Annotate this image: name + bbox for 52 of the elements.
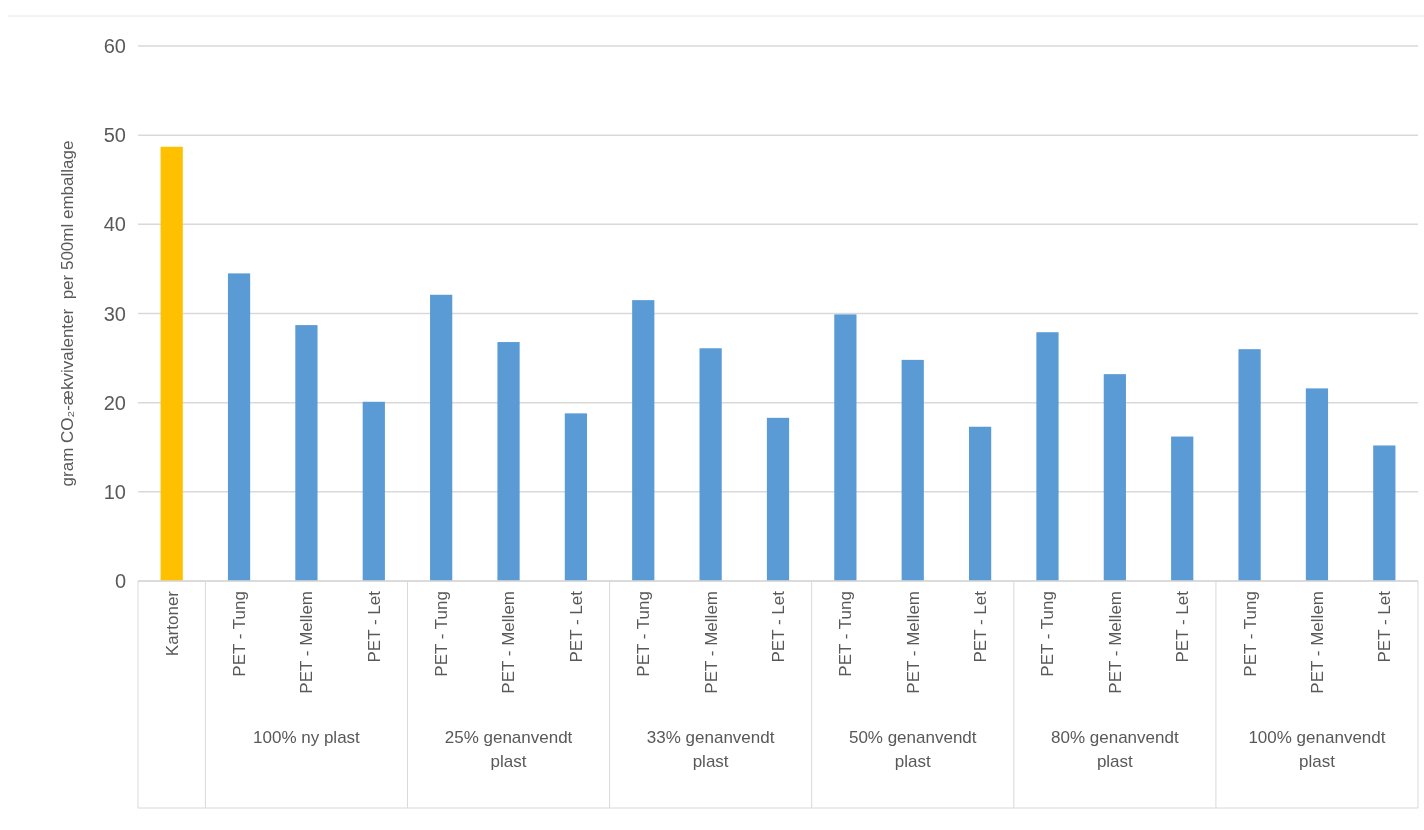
x-tick-label: PET - Let [1173,590,1193,663]
text: 25% genanvendt plast [444,728,573,771]
x-tick-label: PET - Let [364,590,384,663]
bar [1305,388,1329,581]
bar [497,342,520,581]
x-tick-label: PET - Tung [1038,591,1058,677]
x-tick-label: PET - Mellem [1307,591,1327,694]
x-tick-label: PET - Mellem [701,591,721,694]
y-tick-label: 10 [103,480,126,503]
x-tick-label: PET - Mellem [499,591,519,694]
x-tick-label: PET - Tung [230,591,249,677]
bar [1036,332,1059,581]
bar [766,417,790,581]
x-tick-label: PET - Mellem [1105,591,1125,694]
bar [227,273,251,581]
bar [1103,374,1126,581]
bar [1171,436,1194,581]
bar [968,426,992,581]
x-tick-label: PET - Let [768,590,788,663]
y-tick-label: 50 [103,124,126,147]
y-tick-label: 40 [103,213,126,236]
y-tick-label: 0 [114,570,126,592]
x-tick-label: PET - Let [566,590,586,663]
bar [295,325,318,581]
bar [564,413,588,581]
x-tick-label: PET - Let [1375,590,1395,663]
y-tick-label: 20 [103,391,126,414]
text: 100% ny plast [253,728,361,747]
y-axis-title: gram CO₂-ækvivalenter per 500ml emballage [58,140,77,487]
bar [1373,445,1396,581]
x-tick-label: PET - Tung [634,591,654,677]
bar [834,314,857,581]
x-tick-label: PET - Tung [836,591,856,677]
bar [632,300,655,581]
x-tick-label: PET - Tung [1240,591,1260,677]
bar [1238,349,1261,581]
text: 100% genanvendt plast [1248,728,1386,771]
text: 33% genanvendt plast [646,728,775,771]
x-tick-label: PET - Tung [432,591,452,677]
bar [362,401,385,581]
y-tick-label: 30 [103,302,126,325]
text: 50% genanvendt plast [848,728,977,771]
bar [901,359,924,581]
bar [430,294,453,581]
x-tick-label: PET - Mellem [903,591,923,694]
x-tick-label: PET - Let [971,590,991,663]
x-tick-label: PET - Mellem [297,591,317,694]
text: 80% genanvendt plast [1051,728,1179,771]
bar [699,348,722,581]
x-tick-label: Kartoner [162,590,182,657]
bar [160,146,183,581]
y-tick-label: 60 [103,35,126,57]
